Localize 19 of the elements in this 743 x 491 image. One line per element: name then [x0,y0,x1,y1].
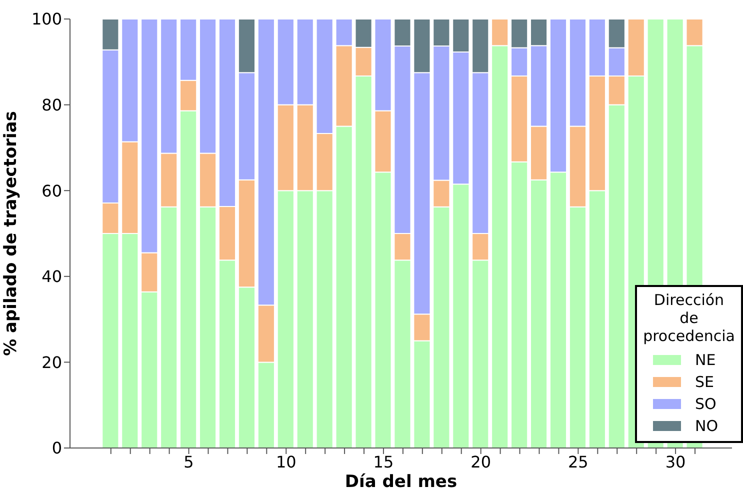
y-tick-label: 20 [42,352,62,372]
series-label: NE [695,351,716,369]
x-tick-label: 20 [470,452,492,472]
legend-label: NO [695,417,718,435]
legend-label: SO [695,395,716,413]
x-tick-label: 30 [665,452,686,472]
y-tick-label: 0 [52,438,62,458]
x-axis-title: Día del mes [344,472,458,491]
y-tick-label: 100 [31,10,62,29]
legend-label: SE [695,373,714,391]
y-tick-label: 40 [42,267,62,286]
x-tick-label: 10 [276,452,296,472]
x-tick-label: 25 [568,452,588,472]
y-tick-label: 80 [42,95,62,114]
y-tick-label: 60 [42,181,62,200]
x-tick-label: 15 [373,452,394,472]
y-axis-title: % apilado de trayectorias [1,111,22,356]
x-tick-label: 5 [184,452,194,472]
legend-title: Dirección de procedencia [643,291,735,345]
